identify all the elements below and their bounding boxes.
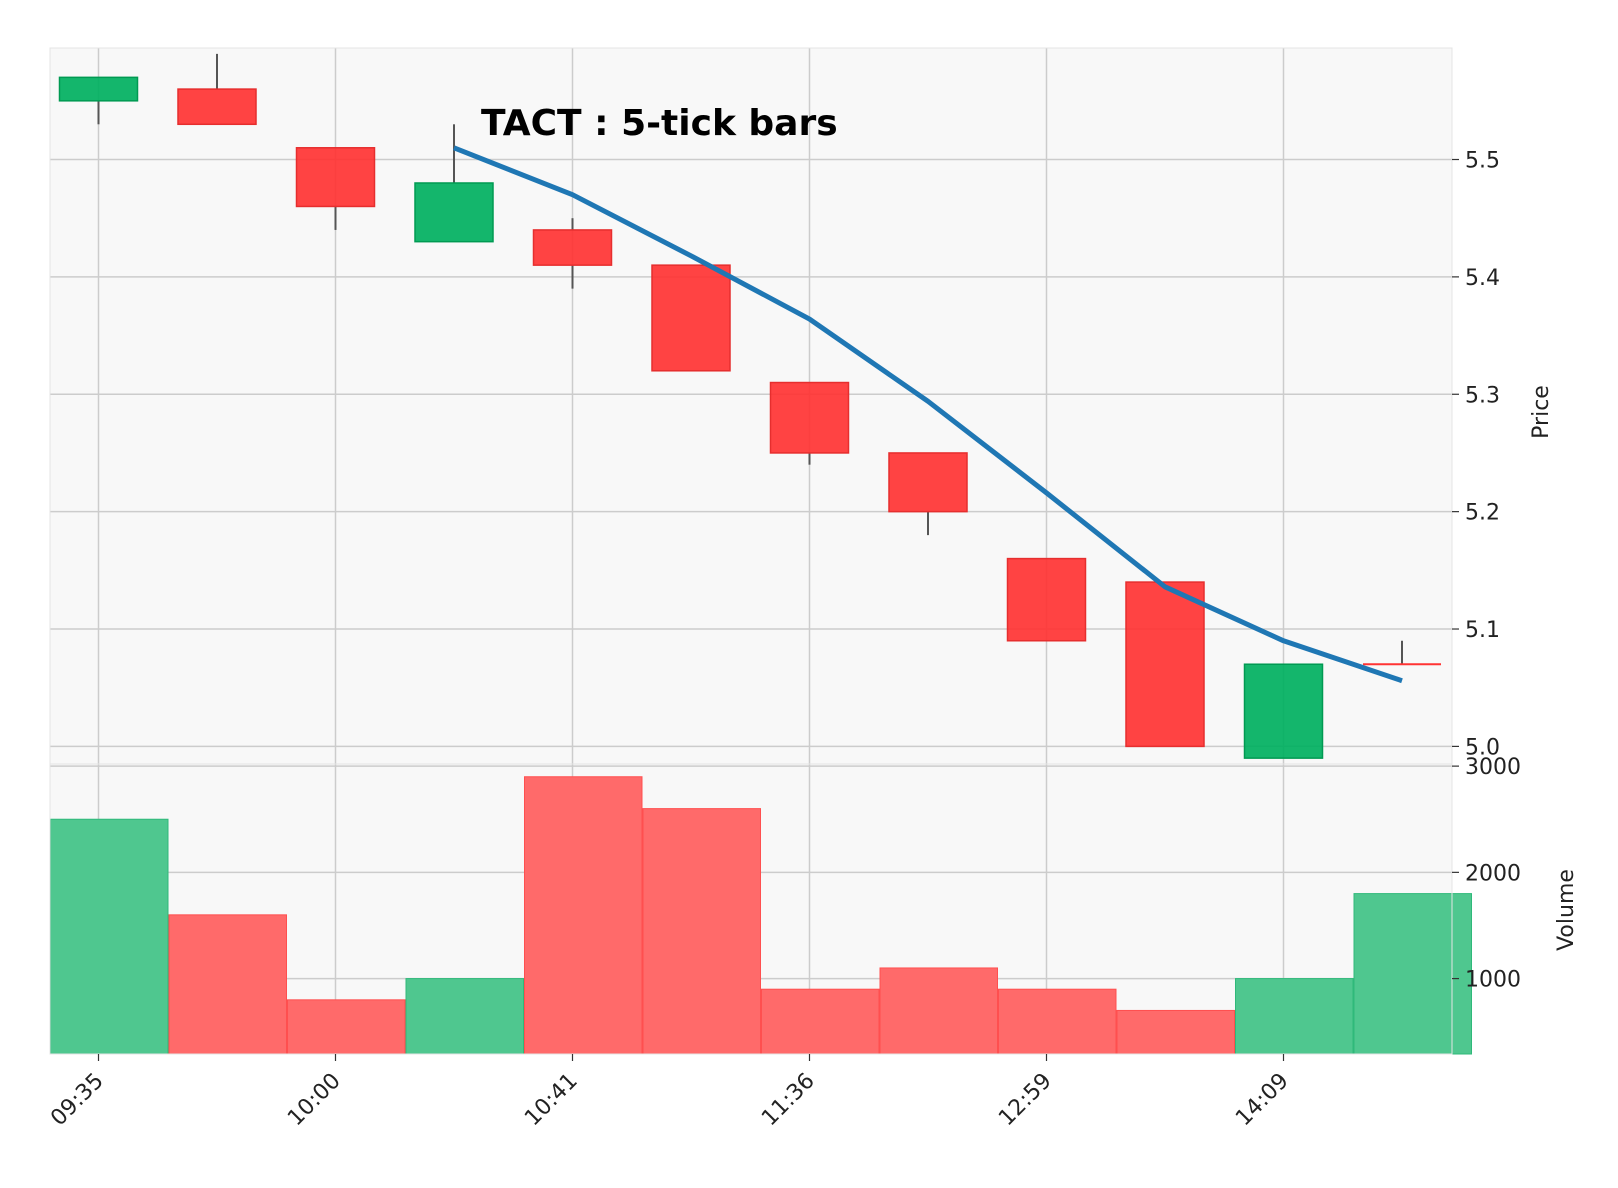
candle-body <box>1006 557 1087 642</box>
time-tick-label: 10:41 <box>520 1069 583 1132</box>
candle <box>58 76 139 125</box>
candle <box>769 381 850 465</box>
price-tick-label: 5.4 <box>1465 266 1500 291</box>
candle-body <box>1243 663 1324 759</box>
volume-bar <box>168 914 287 1055</box>
candle-body <box>177 88 257 126</box>
candle-body <box>414 182 494 243</box>
grid-lines <box>50 48 1452 1054</box>
price-tick-label: 5.0 <box>1465 735 1500 760</box>
volume-bar <box>524 776 643 1055</box>
x-axis-ticks: 09:35 10:00 10:41 11:36 12:59 14:09 <box>46 1054 1294 1131</box>
price-axis-label: Price <box>1529 385 1554 439</box>
price-tick-label: 5.1 <box>1465 618 1500 643</box>
candle-body <box>532 229 613 266</box>
candle <box>177 53 257 126</box>
volume-tick-label: 3000 <box>1465 755 1521 780</box>
volume-tick-label: 2000 <box>1465 861 1521 886</box>
volume-tick-label: 1000 <box>1465 968 1521 993</box>
volume-panel-frame <box>49 763 1453 1055</box>
candle-body <box>58 76 139 102</box>
price-tick-label: 5.3 <box>1465 383 1500 408</box>
price-tick-label: 5.2 <box>1465 501 1500 526</box>
chart-title: TACT : 5-tick bars <box>481 103 838 144</box>
volume-axis-label: Volume <box>1554 869 1579 951</box>
candle-body <box>295 147 376 208</box>
candles <box>58 53 1441 759</box>
candle <box>295 147 376 230</box>
volume-bar <box>1235 978 1354 1055</box>
candle-body <box>1125 581 1205 748</box>
volume-bar <box>879 967 998 1055</box>
candle <box>651 264 731 372</box>
candle <box>414 124 494 243</box>
candle <box>888 452 968 536</box>
moving-average <box>453 145 1403 684</box>
time-tick-label: 12:59 <box>994 1069 1057 1132</box>
time-tick-label: 09:35 <box>46 1069 109 1132</box>
price-tick-label: 5.5 <box>1465 149 1500 174</box>
price-panel-background <box>50 48 1452 764</box>
candle <box>1243 663 1324 759</box>
volume-bar <box>998 988 1117 1055</box>
volume-bar <box>761 988 880 1055</box>
volume-bar <box>287 999 406 1055</box>
candle-body <box>769 381 850 454</box>
volume-bar <box>642 808 761 1055</box>
candle <box>1125 581 1205 748</box>
time-tick-label: 11:36 <box>757 1069 820 1132</box>
moving-average-line <box>453 145 1403 684</box>
volume-bar <box>1353 893 1472 1055</box>
time-tick-label: 10:00 <box>283 1069 346 1132</box>
volume-bar <box>405 978 524 1055</box>
volume-bar <box>1116 1009 1235 1055</box>
candle <box>1363 640 1441 666</box>
time-tick-label: 14:09 <box>1231 1069 1294 1132</box>
candle <box>532 218 613 289</box>
y-axis-ticks: 5.0 5.1 5.2 5.3 5.4 5.5 1000 2000 3000 <box>1452 149 1521 993</box>
candle-body <box>651 264 731 372</box>
candle-body <box>888 452 968 513</box>
candle <box>1006 557 1087 642</box>
volume-bar <box>50 818 169 1055</box>
